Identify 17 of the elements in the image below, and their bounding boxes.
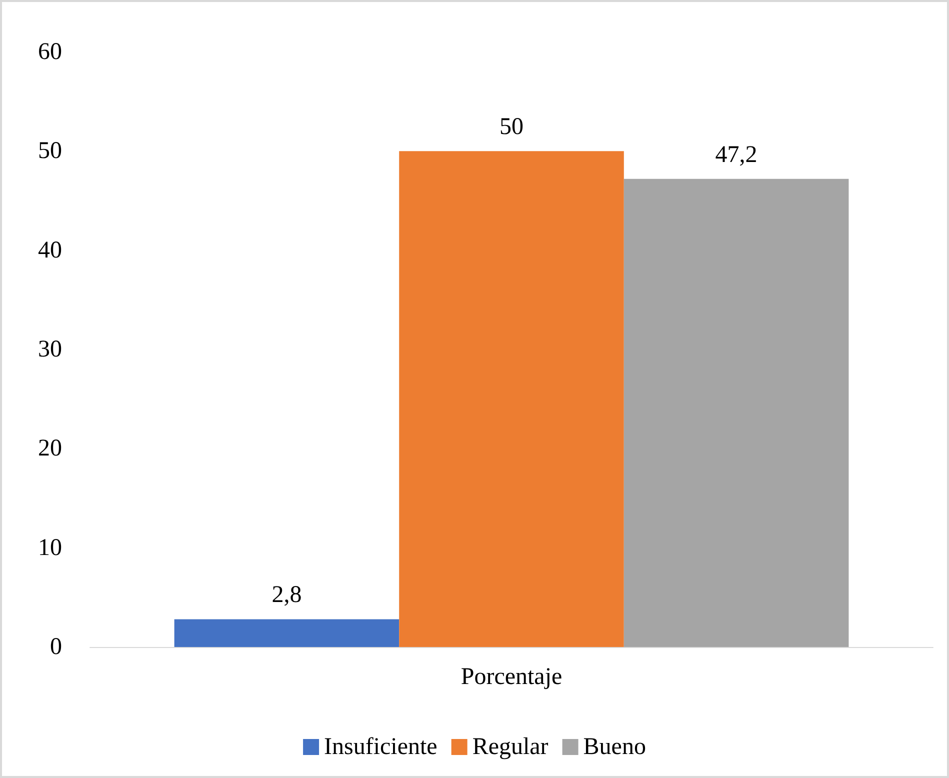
x-tick-label: Porcentaje: [460, 664, 562, 690]
y-tick-label: 0: [50, 634, 62, 660]
legend-label: Insuficiente: [324, 734, 438, 760]
y-tick-label: 40: [38, 237, 62, 264]
y-tick-label: 10: [38, 534, 62, 561]
y-tick-label: 30: [38, 336, 62, 362]
bar: [624, 178, 849, 647]
y-tick-label: 60: [38, 39, 62, 65]
y-tick-label: 50: [38, 138, 62, 164]
data-label: 47,2: [715, 142, 758, 168]
bar: [174, 619, 400, 647]
legend-label: Bueno: [583, 734, 646, 760]
data-label: 50: [500, 114, 524, 140]
data-label: 2,8: [272, 582, 302, 608]
legend-label: Regular: [472, 734, 548, 760]
bar: [399, 151, 624, 647]
y-tick-label: 20: [38, 436, 62, 462]
